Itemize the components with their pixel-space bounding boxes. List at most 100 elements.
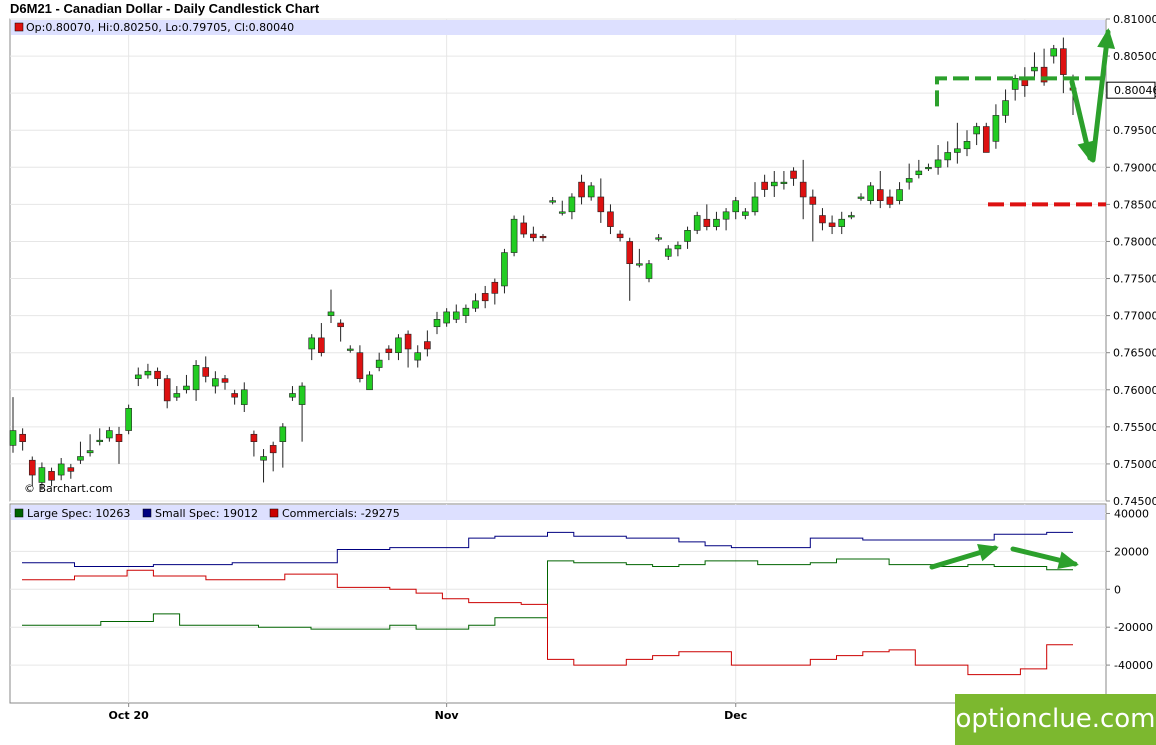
price-tick-label: 0.79500 bbox=[1113, 124, 1156, 137]
candle-up bbox=[106, 430, 113, 439]
candle-up bbox=[443, 311, 450, 324]
price-panel: 0.810000.805000.800000.795000.790000.785… bbox=[9, 13, 1156, 508]
candle-up bbox=[780, 181, 788, 184]
candle-down bbox=[491, 281, 499, 294]
candle-down bbox=[28, 459, 36, 476]
candle-up bbox=[375, 359, 383, 368]
candle-up bbox=[664, 248, 672, 257]
candle-up bbox=[549, 200, 556, 203]
candle-up bbox=[77, 456, 84, 461]
price-panel-frame bbox=[9, 18, 1107, 502]
candle-down bbox=[221, 378, 229, 383]
cot-series-line bbox=[22, 558, 1073, 630]
candle-up bbox=[173, 393, 181, 398]
candle-up bbox=[587, 185, 595, 198]
candle-down bbox=[703, 218, 711, 227]
candle-up bbox=[1050, 48, 1058, 57]
cot-fall-arrow-head bbox=[1057, 551, 1079, 569]
candle-down bbox=[761, 181, 768, 190]
candle-down bbox=[154, 370, 161, 379]
candle-up bbox=[510, 218, 518, 253]
up-arrow-head bbox=[1097, 28, 1116, 49]
cot-legend-label: Large Spec: 10263 bbox=[27, 507, 130, 520]
candle-up bbox=[568, 196, 576, 213]
candle-down bbox=[385, 348, 393, 353]
candle-up bbox=[867, 185, 874, 201]
candle-up bbox=[905, 178, 913, 183]
candle-up bbox=[327, 311, 335, 316]
candle-up bbox=[636, 263, 643, 266]
candle-up bbox=[298, 385, 306, 405]
candle-down bbox=[67, 467, 75, 472]
candle-up bbox=[732, 200, 740, 213]
last-price-label: 0.80040 bbox=[1114, 84, 1156, 97]
price-tick-label: 0.75000 bbox=[1113, 458, 1156, 471]
brand-logo: optionclue.com bbox=[955, 694, 1156, 745]
candle-up bbox=[896, 189, 903, 201]
candle-up bbox=[770, 181, 778, 187]
candle-up bbox=[838, 218, 846, 227]
price-tick-label: 0.80500 bbox=[1113, 50, 1156, 63]
candle-up bbox=[934, 159, 942, 168]
candle-up bbox=[925, 167, 932, 170]
price-tick-label: 0.77500 bbox=[1113, 273, 1156, 286]
cot-legend-swatch bbox=[269, 508, 279, 518]
candle-down bbox=[1060, 48, 1067, 75]
candle-up bbox=[125, 408, 132, 431]
watermark-text: © Barchart.com bbox=[24, 482, 113, 495]
candle-down bbox=[115, 433, 123, 442]
candle-up bbox=[57, 463, 65, 476]
candle-up bbox=[414, 352, 422, 361]
cot-legend-label: Small Spec: 19012 bbox=[155, 507, 258, 520]
candle-up bbox=[944, 152, 952, 161]
down-arrow-head bbox=[1077, 140, 1096, 162]
candle-up bbox=[289, 393, 296, 398]
cot-legend-bar bbox=[11, 505, 1105, 520]
price-tick-label: 0.81000 bbox=[1113, 13, 1156, 26]
candle-down bbox=[356, 352, 364, 379]
ohlc-legend-text: Op:0.80070, Hi:0.80250, Lo:0.79705, Cl:0… bbox=[26, 21, 294, 34]
resistance-dashed-line bbox=[935, 76, 1106, 107]
price-tick-label: 0.77000 bbox=[1113, 310, 1156, 323]
ohlc-legend-swatch bbox=[14, 22, 24, 32]
candle-up bbox=[973, 126, 980, 135]
cot-tick-label: 20000 bbox=[1114, 545, 1149, 558]
candle-up bbox=[751, 196, 759, 213]
candle-up bbox=[992, 115, 1000, 142]
candle-up bbox=[963, 141, 971, 150]
cot-tick-label: 0 bbox=[1114, 583, 1121, 596]
candle-down bbox=[578, 181, 585, 198]
price-tick-label: 0.75500 bbox=[1113, 421, 1156, 434]
candle-down bbox=[886, 196, 894, 205]
candle-up bbox=[713, 218, 720, 227]
candle-up bbox=[144, 370, 152, 376]
candle-up bbox=[86, 450, 94, 454]
candle-down bbox=[520, 222, 528, 235]
candle-down bbox=[269, 445, 277, 454]
price-tick-label: 0.74500 bbox=[1113, 495, 1156, 508]
candle-down bbox=[48, 471, 55, 481]
candle-down bbox=[530, 233, 537, 239]
candle-up bbox=[134, 374, 142, 379]
candle-up bbox=[395, 337, 402, 353]
cot-tick-label: -20000 bbox=[1114, 621, 1153, 634]
candle-up bbox=[279, 426, 287, 442]
candle-up bbox=[308, 337, 316, 350]
candle-up bbox=[684, 230, 691, 242]
candle-up bbox=[915, 170, 923, 176]
candle-up bbox=[366, 374, 373, 391]
candle-up bbox=[501, 252, 508, 287]
candle-down bbox=[607, 211, 614, 227]
candle-up bbox=[462, 307, 470, 316]
candle-down bbox=[1040, 66, 1048, 83]
candle-up bbox=[674, 244, 682, 250]
up-arrow-shaft bbox=[1090, 29, 1111, 163]
candle-up bbox=[433, 319, 441, 328]
candle-up bbox=[472, 300, 479, 309]
cot-series-line bbox=[22, 569, 1073, 676]
candle-up bbox=[192, 364, 200, 391]
candle-down bbox=[876, 189, 884, 201]
cot-legend-swatch bbox=[14, 508, 24, 518]
candle-down bbox=[790, 170, 797, 179]
price-tick-label: 0.78500 bbox=[1113, 198, 1156, 211]
